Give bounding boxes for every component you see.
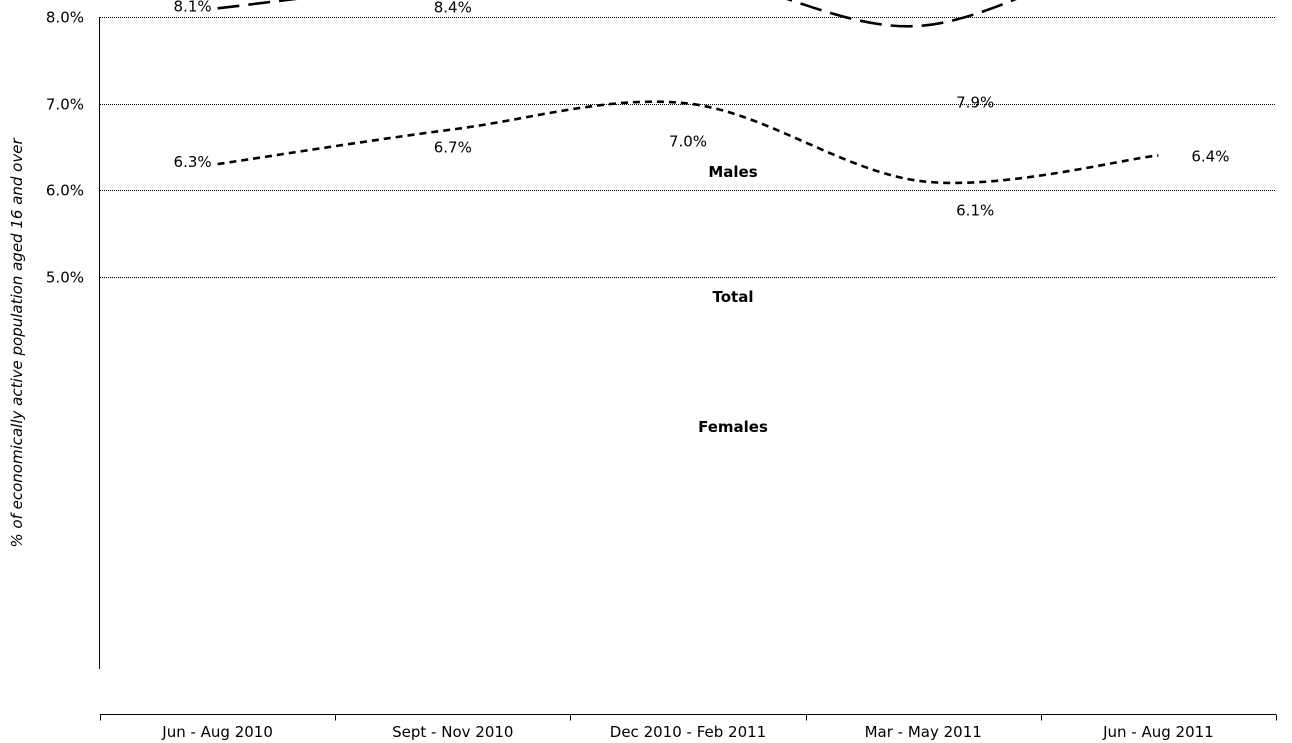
series-lines [217,0,1159,185]
series-name-label: Total [713,288,754,306]
x-tick-label: Dec 2010 - Feb 2011 [610,723,766,741]
data-label: 7.0% [669,133,707,151]
data-label: 8.4% [434,0,472,16]
data-label: 6.3% [174,153,212,171]
data-label: 6.4% [1191,147,1229,165]
series-line-females [217,100,1159,185]
data-label: 7.9% [956,94,994,112]
data-labels: 9.7%9.9%9.9%9.4%11.4%Males8.1%8.4%8.5%7.… [174,0,1230,436]
data-label: 6.1% [956,201,994,219]
axes: 5.0%6.0%7.0%8.0%9.0%10.0%11.0%12.0%Jun -… [46,9,1277,741]
series-name-label: Males [708,163,757,181]
x-tick-label: Sept - Nov 2010 [392,723,513,741]
series-name-label: Females [698,418,768,436]
data-label: 6.7% [434,138,472,156]
y-tick-label: 8.0% [46,9,84,27]
series-line-total [217,0,1017,28]
y-axis-title: % of economically active population aged… [8,138,26,548]
y-tick-label: 6.0% [46,182,84,200]
y-tick-label: 5.0% [46,269,84,287]
x-tick-label: Jun - Aug 2010 [161,723,273,741]
gridlines [100,17,1276,278]
y-tick-label: 7.0% [46,96,84,114]
x-tick-label: Mar - May 2011 [865,723,982,741]
x-tick-label: Jun - Aug 2011 [1102,723,1214,741]
data-label: 8.1% [174,0,212,15]
